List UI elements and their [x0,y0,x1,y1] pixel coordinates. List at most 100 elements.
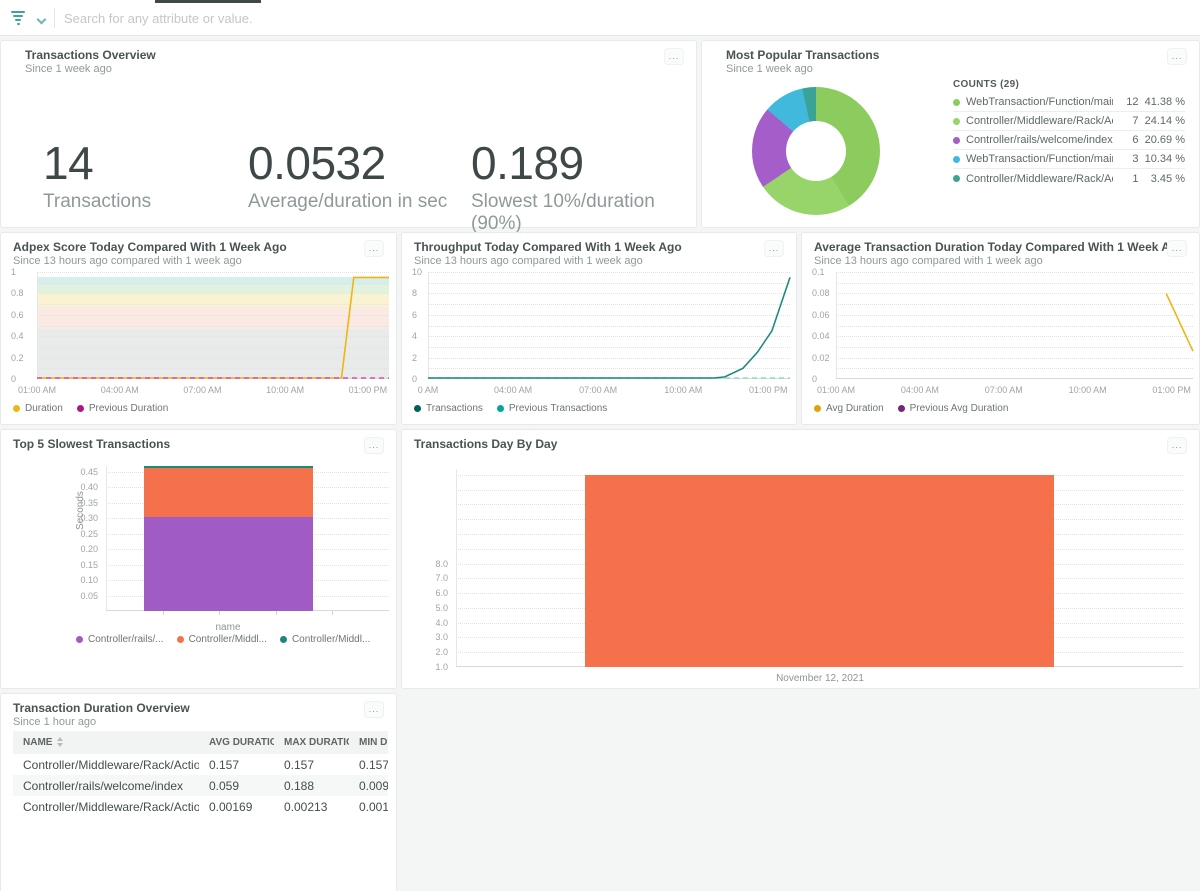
gridline [37,325,389,327]
y-tick-label: 0.30 [80,513,98,524]
transaction-name: WebTransaction/Function/main:root [966,96,1113,108]
top-notch-decoration [155,0,261,3]
more-menu-icon[interactable]: ... [1167,437,1187,454]
y-tick-label: 0 [412,374,418,384]
donut-hole [786,121,846,181]
transaction-percent: 41.38 % [1144,96,1185,108]
legend-label: Previous Duration [88,403,169,414]
legend-row[interactable]: Controller/rails/welcome/index 6 20.69 % [953,131,1185,150]
legend-item[interactable]: Duration [13,403,63,414]
x-tick-label: 0 AM [417,385,439,395]
x-tick-mark [219,611,221,615]
x-tick-label: 01:00 AM [816,385,856,395]
legend-row[interactable]: Controller/Middleware/Rack/ActionDis... … [953,169,1185,188]
y-tick-label: 0.4 [11,331,24,342]
panel-subtitle: Since 13 hours ago compared with 1 week … [13,255,242,267]
panel-transaction-duration-overview: Transaction Duration Overview Since 1 ho… [0,693,397,891]
legend-label: Controller/Middl... [291,634,371,645]
cell-name: Controller/Middleware/Rack/ActionDis... [23,799,199,814]
legend-item[interactable]: Controller/Middl... [176,634,267,645]
panel-title: Average Transaction Duration Today Compa… [814,240,1185,254]
series-line-transactions [428,277,791,379]
legend-row[interactable]: WebTransaction/Function/main:feedpa... 3… [953,150,1185,169]
x-axis-category-label: November 12, 2021 [776,673,864,684]
column-header-max-duration[interactable]: MAX DURATION [274,731,349,754]
panel-title: Transactions Overview [25,48,156,62]
gridline [428,346,790,348]
gridline [428,293,790,295]
gridline [37,282,389,284]
table-row[interactable]: Controller/Middleware/Rack/ActionDis... … [13,754,388,775]
search-input[interactable] [62,4,1182,32]
top5-bar-chart: 0.05 0.10 0.15 0.20 0.25 0.30 0.35 0.40 0.45 [1,430,396,688]
column-header-name[interactable]: NAME [13,731,199,754]
column-header-min-duration[interactable]: MIN DUR [349,731,388,754]
day-bar[interactable] [584,474,1055,667]
y-tick-label: 2.0 [435,647,448,658]
x-tick-mark [275,611,277,615]
panel-title: Transaction Duration Overview [13,701,190,715]
metric-avg-duration: 0.0532 Average/duration in sec [248,139,447,213]
legend-row[interactable]: WebTransaction/Function/main:root 12 41.… [953,93,1185,112]
column-header-avg-duration[interactable]: AVG DURATION [199,731,274,754]
more-menu-icon[interactable]: ... [364,701,384,718]
y-tick-label: 0.40 [80,482,98,493]
metric-label: Average/duration in sec [248,191,448,212]
legend-dot [953,117,960,125]
more-menu-icon[interactable]: ... [1167,48,1187,65]
more-menu-icon[interactable]: ... [364,437,384,454]
legend-item[interactable]: Transactions [414,403,483,414]
legend-item[interactable]: Previous Duration [76,403,169,414]
more-menu-icon[interactable]: ... [364,240,384,257]
plot-area [37,272,389,379]
threshold-band [37,284,389,294]
y-axis-line [836,272,837,379]
filter-icon[interactable] [8,9,28,27]
table-row[interactable]: Controller/rails/welcome/index 0.059 0.1… [13,775,388,796]
metric-transactions: 14 Transactions [43,139,151,213]
transaction-percent: 24.14 % [1144,115,1185,127]
metric-label: Transactions [43,191,152,212]
duration-table: NAME AVG DURATION MAX DURATION MIN DUR C… [13,731,388,817]
legend-item[interactable]: Controller/Middl... [279,634,371,645]
chevron-down-icon[interactable] [32,10,48,26]
transaction-count: 7 [1132,115,1139,127]
x-tick-label: 07:00 AM [984,385,1023,395]
legend-item[interactable]: Previous Transactions [496,403,608,414]
y-tick-label: 7.0 [435,573,448,584]
cell-min: 0.157 [359,757,388,772]
table-row[interactable]: Controller/Middleware/Rack/ActionDis... … [13,796,388,817]
metric-value: 0.189 [471,137,584,189]
gridline [836,325,1193,327]
bar-segment-controller-rails- [144,516,313,611]
chart-legend: Transactions Previous Transactions [414,403,607,414]
gridline [836,357,1193,359]
panel-title: Transactions Day By Day [414,437,558,451]
legend-item[interactable]: Previous Avg Duration [897,403,1008,414]
legend-item[interactable]: Avg Duration [814,403,884,414]
donut-chart[interactable] [752,87,880,215]
legend-row[interactable]: Controller/Middleware/Rack/ActionDis... … [953,112,1185,131]
metric-slowest: 0.189 Slowest 10%/duration (90%) [471,139,696,235]
legend-item[interactable]: Controller/rails/... [76,634,164,645]
x-tick-label: 04:00 AM [494,385,533,395]
legend-dot [496,405,504,412]
more-menu-icon[interactable]: ... [664,48,684,65]
more-menu-icon[interactable]: ... [764,240,784,257]
legend-label: Previous Transactions [508,403,608,414]
gridline [836,293,1193,295]
gridline [428,336,790,338]
legend-dot [279,636,287,643]
more-menu-icon[interactable]: ... [1167,240,1187,257]
panel-transactions-day-by-day: Transactions Day By Day ... 1.0 2.0 3.0 4.0… [401,429,1200,689]
gridline [37,272,389,273]
y-tick-label: 0.2 [11,352,24,363]
cell-max: 0.00213 [284,799,328,814]
threshold-band [37,293,389,308]
gridline [428,314,790,316]
transaction-count: 1 [1132,172,1139,185]
metric-value: 0.0532 [248,137,386,189]
y-axis-line [456,469,457,667]
x-tick-label: 07:00 AM [183,385,222,395]
legend-label: Controller/rails/... [88,634,164,645]
